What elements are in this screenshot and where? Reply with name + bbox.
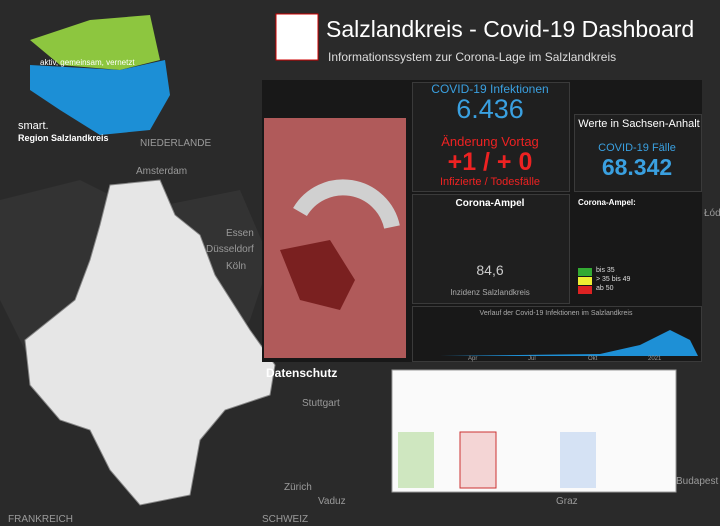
ampel-legend: bis 35	[596, 267, 615, 274]
change-value: +1 / + 0	[447, 148, 533, 176]
sheet-red	[459, 431, 497, 489]
district-dark	[280, 240, 355, 310]
footer: Datenschutz	[266, 366, 338, 380]
chart-month: 2021	[648, 356, 662, 362]
state-title: Werte in Sachsen-Anhalt	[578, 118, 700, 130]
ampel-value: 84,6	[476, 262, 504, 278]
state-cases: 68.342	[601, 154, 673, 180]
spreadsheet	[391, 369, 677, 493]
ampel-legend: > 35 bis 49	[596, 276, 631, 283]
ampel-title: Corona-Ampel	[455, 198, 525, 209]
chart-area	[440, 330, 698, 356]
infections-panel	[412, 82, 570, 192]
state-cases-title: COVID-19 Fälle	[598, 142, 676, 154]
map-label: NIEDERLANDE	[140, 138, 212, 149]
map-label: FRANKREICH	[8, 514, 74, 525]
change-label: Infizierte / Todesfälle	[439, 176, 541, 188]
gauge-bg	[293, 179, 400, 229]
map-label: Vaduz	[318, 496, 346, 507]
chart-title: Verlauf der Covid-19 Infektionen im Salz…	[479, 310, 633, 317]
chart-month: Apr	[468, 356, 478, 362]
ampel-label: Inzidenz Salzlandkreis	[450, 288, 530, 297]
sheet-green	[398, 432, 434, 488]
logo-blue	[30, 60, 170, 135]
state-panel	[574, 114, 702, 192]
map-label: Amsterdam	[136, 166, 188, 177]
map-label: Düsseldorf	[206, 244, 254, 255]
map-label: Zürich	[284, 482, 312, 493]
logo-region: Region Salzlandkreis	[18, 133, 109, 143]
infections-title: COVID-19 Infektionen	[431, 82, 549, 96]
ampel-panel	[412, 194, 570, 304]
sheet-blue	[560, 432, 596, 488]
chart-month: Jul	[528, 356, 536, 362]
chart-panel	[412, 306, 702, 362]
map-label: Łódź	[704, 208, 720, 219]
logo-slogan: aktiv, gemeinsam, vernetzt	[40, 58, 135, 67]
ampel-yellow	[578, 277, 592, 285]
ampel-legend: ab 50	[596, 285, 614, 292]
map-label: Budapest	[676, 476, 719, 487]
map-label: Stuttgart	[302, 398, 340, 409]
map-label: Köln	[226, 261, 247, 272]
coat-of-arms	[275, 13, 319, 61]
sachsen-anhalt	[24, 179, 276, 506]
logo-green	[30, 15, 160, 70]
ampel-heading: Corona-Ampel:	[578, 198, 636, 207]
map-label: Graz	[556, 496, 578, 507]
change-title: Änderung Vortag	[441, 134, 539, 149]
chart-month: Okt	[588, 356, 598, 362]
subtitle: Informationssystem zur Corona-Lage im Sa…	[328, 50, 617, 64]
infections-value: 6.436	[456, 94, 524, 124]
district-map	[264, 118, 406, 358]
ampel-red	[578, 286, 592, 294]
ampel-green	[578, 268, 592, 276]
logo-brand: smart.	[18, 120, 49, 132]
map-label: SCHWEIZ	[262, 514, 309, 525]
title: Salzlandkreis - Covid-19 Dashboard	[326, 16, 695, 42]
map-label: Essen	[226, 228, 254, 239]
